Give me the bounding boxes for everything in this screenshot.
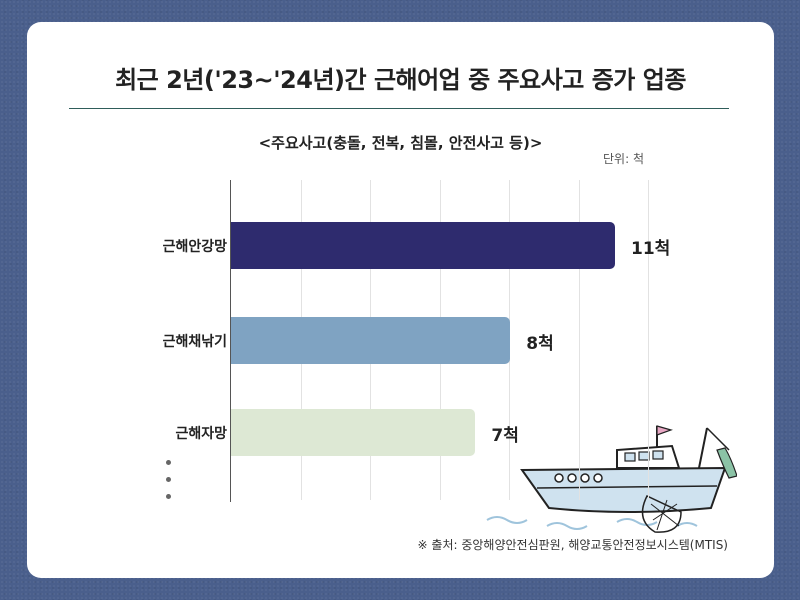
gridline	[578, 180, 580, 500]
more-indicator-dot	[166, 477, 171, 482]
bar	[231, 317, 511, 364]
category-label: 근해안강망	[162, 238, 227, 255]
data-label: 8척	[526, 333, 554, 354]
bar	[231, 409, 476, 456]
bar	[231, 222, 615, 269]
y-axis-line	[230, 180, 231, 502]
chart-subtitle: <주요사고(충돌, 전복, 침몰, 안전사고 등)>	[258, 134, 543, 152]
category-label: 근해자망	[175, 425, 227, 442]
source-note: ※ 출처: 중앙해양안전심판원, 해양교통안전정보시스템(MTIS)	[417, 538, 728, 552]
more-indicator-dot	[166, 460, 171, 465]
data-label: 11척	[631, 238, 671, 259]
data-label: 7척	[491, 425, 519, 446]
chart-title: 최근 2년('23~'24년)간 근해어업 중 주요사고 증가 업종	[115, 66, 686, 94]
unit-label: 단위: 척	[603, 152, 644, 166]
infographic-card: 최근 2년('23~'24년)간 근해어업 중 주요사고 증가 업종 <주요사고…	[27, 22, 774, 578]
more-indicator-dot	[166, 494, 171, 499]
category-label: 근해채낚기	[162, 333, 227, 350]
gridline	[648, 180, 649, 500]
title-divider	[69, 108, 729, 109]
